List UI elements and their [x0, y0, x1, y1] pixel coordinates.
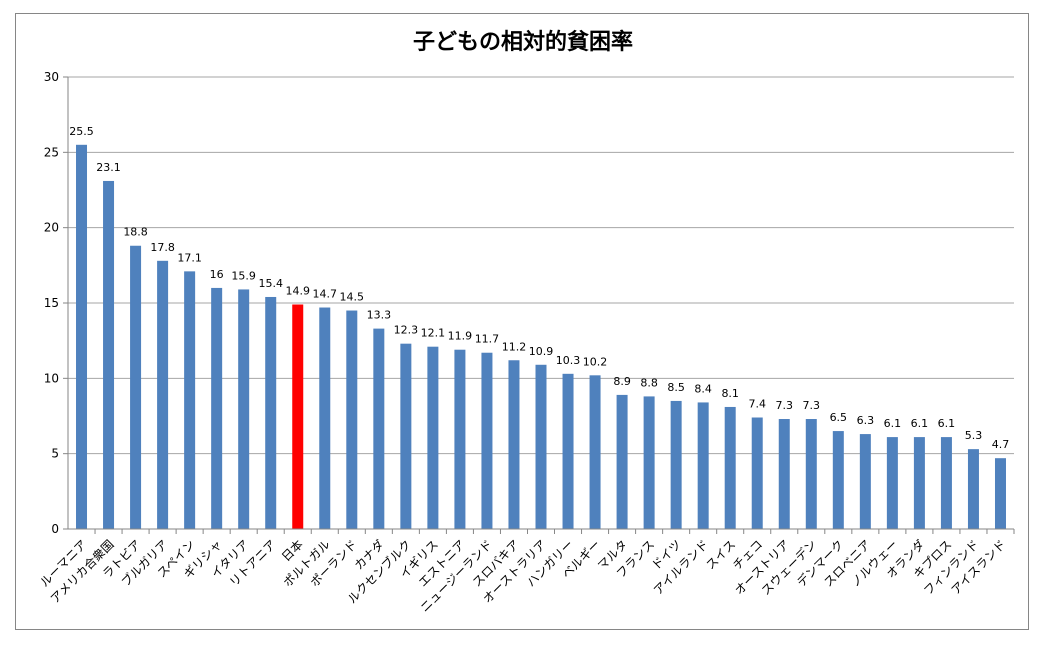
bar: [292, 304, 304, 529]
chart-title: 子どもの相対的貧困率: [412, 30, 633, 55]
data-labels: 25.5 23.1 18.817.817.1 16 15.915.414.9 14.7 14…: [69, 125, 1009, 451]
y-tick-label: 20: [44, 221, 59, 235]
bar: [346, 310, 358, 529]
bar: [76, 144, 88, 530]
bar: [724, 406, 736, 529]
bar: [211, 287, 223, 529]
y-tick-label: 5: [51, 447, 59, 461]
bar: [184, 271, 196, 529]
data-label: 8.5: [667, 381, 685, 394]
bar: [400, 343, 412, 529]
bar: [697, 402, 709, 529]
data-label: 25.5: [69, 125, 94, 138]
data-label: 8.4: [694, 382, 712, 395]
bar: [967, 449, 979, 529]
bar: [913, 437, 925, 529]
bars: [76, 144, 1006, 530]
data-label: 12.3: [394, 324, 419, 337]
bar: [103, 180, 115, 529]
data-label: 7.3: [803, 399, 821, 412]
y-tick-label: 30: [44, 70, 59, 84]
data-label: 6.1: [884, 417, 902, 430]
data-label: 6.1: [911, 417, 929, 430]
y-tick-label: 0: [51, 522, 59, 536]
bar: [994, 458, 1006, 529]
data-label: 13.3: [367, 309, 392, 322]
data-label: 14.9: [285, 285, 310, 298]
y-tick-label: 25: [44, 145, 59, 159]
data-label: 6.5: [830, 411, 848, 424]
data-label: 10.9: [529, 345, 554, 358]
data-label: 8.1: [721, 387, 739, 400]
data-label: 14.7: [313, 288, 338, 301]
data-label: 18.8: [123, 226, 148, 239]
data-label: 11.7: [475, 333, 500, 346]
data-label: 10.2: [583, 355, 608, 368]
bar: [319, 307, 331, 529]
bar: [589, 375, 601, 529]
bar: [535, 364, 547, 529]
bar: [751, 417, 763, 529]
y-tick-label: 15: [44, 296, 59, 310]
bar: [373, 328, 385, 529]
bar: [940, 437, 952, 529]
axes: 0 5 10 15 20 25 30: [44, 70, 1015, 536]
data-label: 6.1: [938, 417, 956, 430]
bar: [157, 260, 169, 529]
data-label: 15.9: [231, 269, 256, 282]
bar: [238, 289, 250, 529]
data-label: 8.9: [613, 375, 631, 388]
bar: [562, 373, 574, 529]
data-label: 5.3: [965, 429, 983, 442]
bar: [454, 349, 466, 529]
data-label: 11.2: [502, 340, 527, 353]
data-label: 6.3: [857, 414, 875, 427]
bar: [778, 419, 790, 529]
bar: [886, 437, 898, 529]
bar: [616, 394, 628, 529]
data-label: 7.4: [748, 398, 766, 411]
data-label: 23.1: [96, 161, 121, 174]
bar: [481, 352, 493, 529]
bar: [427, 346, 439, 529]
data-label: 7.3: [776, 399, 794, 412]
data-label: 15.4: [258, 277, 283, 290]
data-label: 14.5: [340, 291, 365, 304]
data-label: 17.1: [177, 251, 202, 264]
data-label: 8.8: [640, 376, 658, 389]
data-label: 16: [210, 268, 224, 281]
bar: [805, 419, 817, 529]
data-label: 17.8: [150, 241, 175, 254]
data-label: 10.3: [556, 354, 581, 367]
data-label: 4.7: [992, 438, 1010, 451]
bar: [265, 296, 277, 529]
data-label: 12.1: [421, 327, 446, 340]
y-tick-label: 10: [44, 371, 59, 385]
data-label: 11.9: [448, 330, 473, 343]
bar: [643, 396, 655, 529]
bar: [508, 360, 520, 529]
bar: [859, 434, 871, 529]
bar: [130, 245, 142, 529]
bar: [670, 400, 682, 529]
bar: [832, 431, 844, 529]
